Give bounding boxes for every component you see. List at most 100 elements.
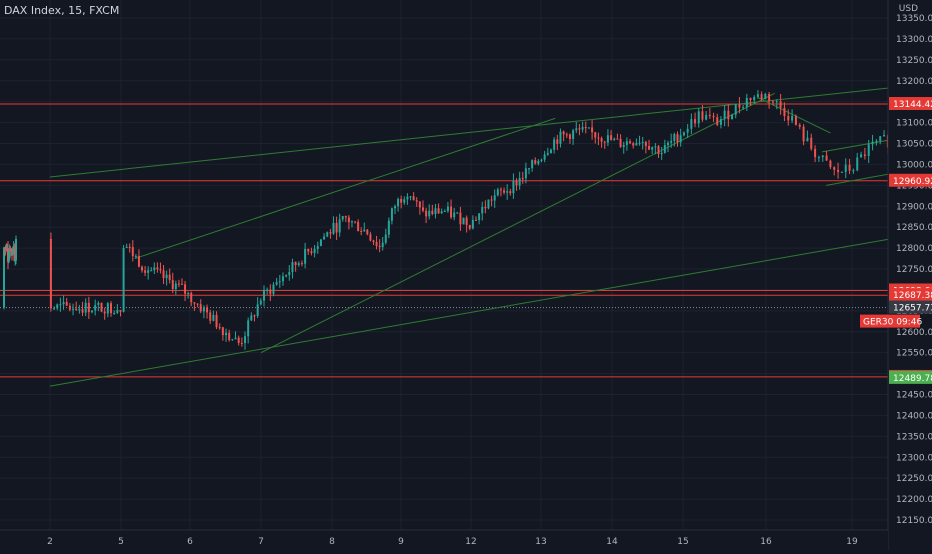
candle-body — [638, 142, 641, 144]
candle-body — [425, 210, 428, 217]
symbol-tag: GER30 09:46 — [863, 318, 922, 328]
candle-body — [871, 141, 874, 145]
candle-body — [651, 147, 654, 150]
candle-body — [221, 327, 224, 336]
candle-body — [708, 114, 711, 116]
candle-body — [848, 164, 851, 171]
current-price-label: 12657.73 — [893, 304, 932, 314]
candle-body — [72, 308, 75, 310]
candle-body — [456, 212, 459, 214]
candle-body — [676, 134, 679, 143]
candle-body — [794, 116, 797, 125]
candle-body — [209, 312, 212, 321]
candle-body — [610, 135, 613, 140]
candle-body — [153, 267, 156, 271]
candle-body — [499, 189, 502, 191]
y-tick-label: 13000.00 — [896, 160, 932, 170]
candle-body — [323, 236, 326, 240]
y-tick-label: 12900.00 — [896, 202, 932, 212]
candle-body — [116, 310, 119, 313]
candle-body — [250, 315, 253, 321]
candle-body — [269, 289, 272, 294]
candle-body — [572, 130, 575, 139]
candle-body — [667, 142, 670, 146]
candle-body — [879, 136, 882, 141]
candle-body — [490, 199, 493, 201]
candle-body — [791, 116, 794, 121]
candle-body — [654, 146, 657, 148]
candle-body — [481, 206, 484, 214]
y-tick-label: 12400.00 — [896, 411, 932, 421]
candle-body — [94, 304, 97, 311]
candle-body — [814, 148, 817, 158]
candle-body — [775, 101, 778, 103]
x-tick-label: 8 — [329, 537, 335, 547]
candle-body — [764, 93, 767, 100]
candle-body — [468, 225, 471, 229]
candle-body — [387, 220, 390, 235]
candle-body — [806, 137, 809, 142]
y-tick-label: 12150.00 — [896, 516, 932, 526]
candle-body — [162, 270, 165, 279]
candle-body — [421, 207, 424, 211]
candle-body — [56, 304, 59, 309]
candle-body — [434, 208, 437, 215]
candle-body — [313, 248, 316, 254]
x-tick-label: 7 — [258, 537, 264, 547]
candle-body — [817, 157, 820, 159]
candle-body — [829, 160, 832, 168]
candle-body — [559, 131, 562, 144]
candle-body — [110, 303, 113, 314]
candle-body — [503, 190, 506, 193]
candle-body — [332, 222, 335, 234]
candle-body — [297, 263, 300, 266]
candle-body — [694, 119, 697, 124]
candle-body — [690, 119, 693, 129]
y-tick-label: 13100.00 — [896, 119, 932, 129]
candle-body — [384, 234, 387, 243]
candle-body — [833, 167, 836, 170]
candle-body — [266, 289, 269, 291]
candle-body — [581, 127, 584, 130]
candle-body — [648, 146, 651, 150]
candle-body — [543, 154, 546, 160]
candle-body — [237, 337, 240, 343]
candle-body — [372, 240, 375, 242]
candle-body — [565, 134, 568, 136]
x-tick-label: 19 — [846, 537, 858, 547]
candle-body — [515, 180, 518, 186]
candle-body — [310, 251, 313, 254]
candle-body — [731, 114, 734, 120]
candle-body — [180, 283, 183, 285]
candle-body — [783, 107, 786, 117]
level-label: 13144.42 — [893, 100, 932, 110]
candle-body — [366, 229, 369, 235]
candle-body — [150, 270, 153, 272]
y-tick-label: 12850.00 — [896, 223, 932, 233]
time-axis-bg — [0, 530, 888, 550]
candle-body — [474, 219, 477, 221]
candle-body — [484, 206, 487, 209]
candle-body — [375, 241, 378, 246]
candle-body — [597, 137, 600, 139]
candle-body — [202, 307, 205, 312]
candle-body — [156, 267, 159, 270]
candle-body — [49, 238, 52, 309]
candle-body — [682, 132, 685, 136]
candle-body — [528, 168, 531, 170]
candle-body — [244, 336, 247, 344]
level-label-bg — [889, 97, 932, 111]
grid — [0, 0, 888, 530]
trend-line — [260, 92, 775, 354]
level-label-bg — [889, 288, 932, 302]
candle-body — [521, 177, 524, 179]
candle-body — [673, 134, 676, 141]
candle-body — [518, 177, 521, 186]
candle-body — [218, 327, 221, 329]
candle-body — [727, 110, 730, 120]
candle-body — [587, 127, 590, 129]
candle-body — [600, 138, 603, 142]
candle-body — [531, 160, 534, 169]
